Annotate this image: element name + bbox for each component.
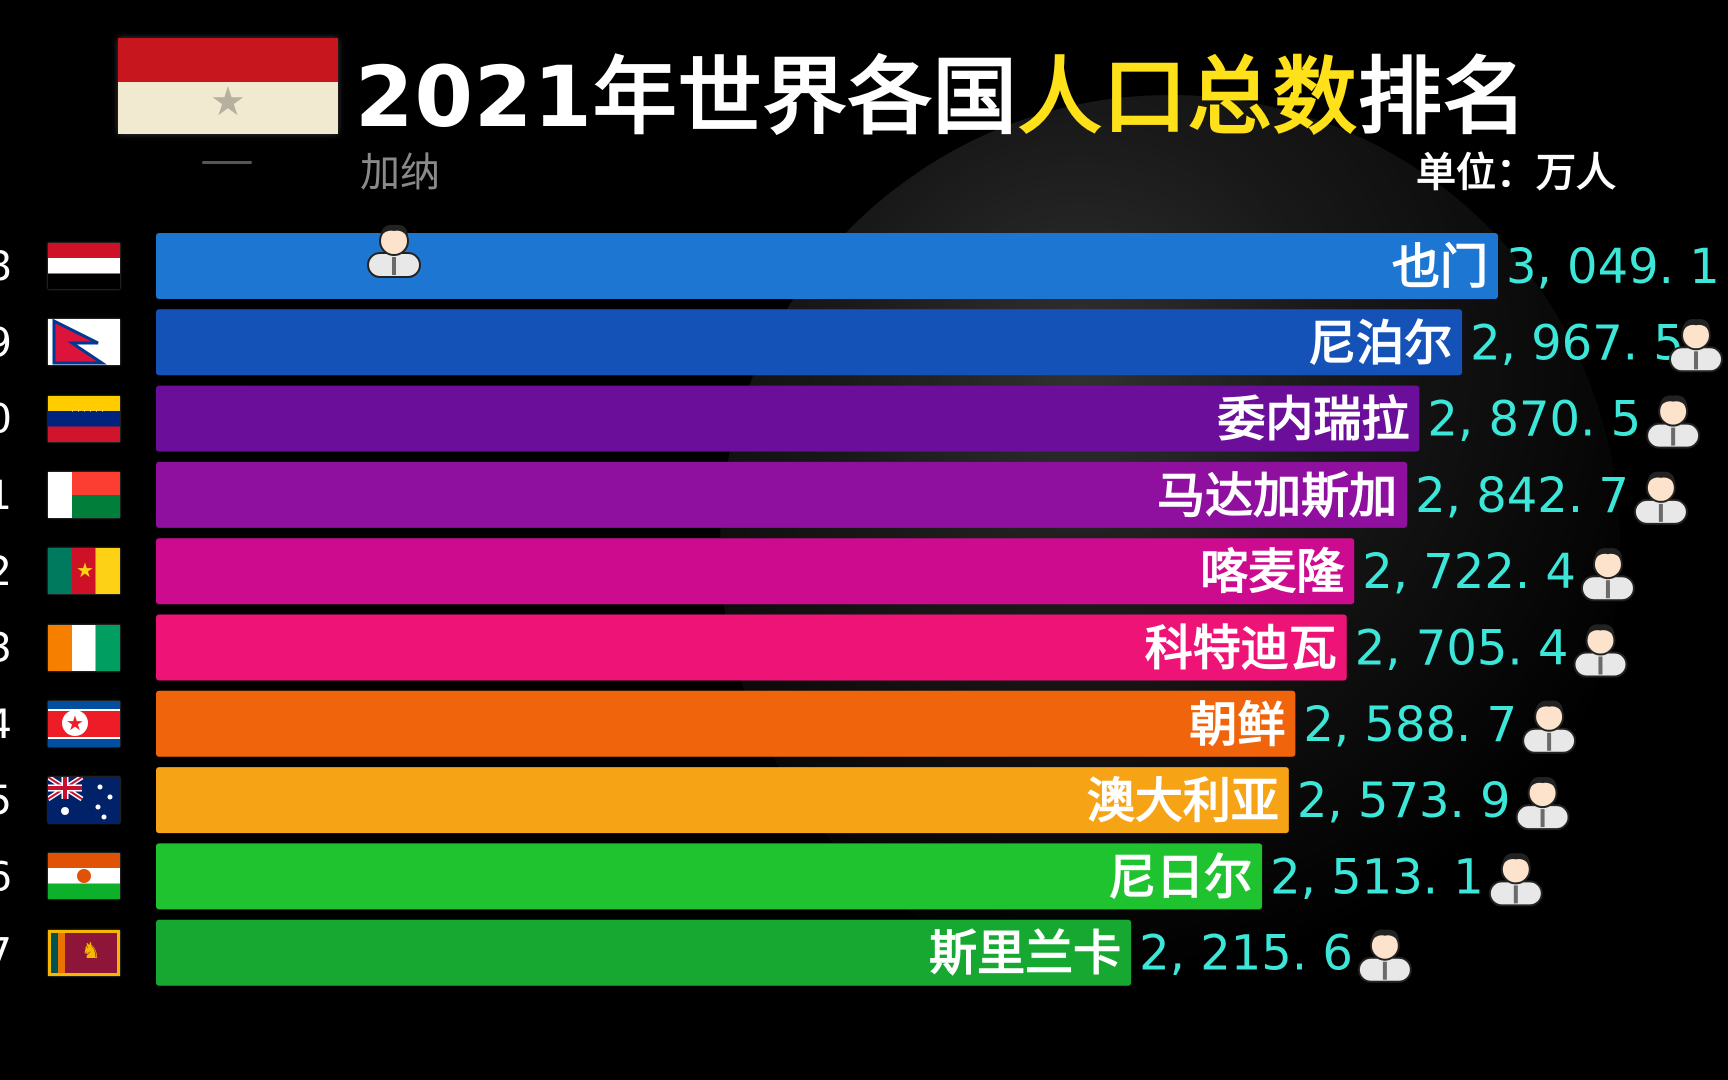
value-label: 2, 588. 7 — [1303, 697, 1517, 753]
north-korea-flag-icon: ★ — [48, 700, 120, 747]
person-icon — [1515, 776, 1570, 831]
rank-label: 1 — [0, 473, 12, 519]
category-label: 澳大利亚 — [1087, 773, 1279, 829]
bar — [156, 538, 1355, 605]
bar — [156, 614, 1347, 681]
title-highlight: 人口总数 — [1017, 48, 1358, 146]
value-label: 2, 842. 7 — [1415, 468, 1629, 524]
current-country-underline — [202, 161, 252, 164]
chart-title: 2021年世界各国人口总数排名 — [355, 30, 1528, 151]
category-label: 尼日尔 — [1108, 849, 1252, 905]
rank-label: 3 — [0, 626, 12, 672]
bar — [156, 843, 1263, 910]
category-label: 马达加斯加 — [1157, 468, 1397, 524]
category-label: 朝鲜 — [1189, 697, 1285, 753]
person-icon — [1580, 547, 1635, 602]
person-icon — [1633, 471, 1688, 525]
person-icon — [1573, 624, 1628, 678]
value-label: 2, 722. 4 — [1362, 544, 1576, 600]
rank-label: 4 — [0, 702, 12, 748]
value-label: 2, 705. 4 — [1355, 621, 1569, 677]
person-icon — [1488, 853, 1543, 907]
category-label: 喀麦隆 — [1200, 544, 1345, 600]
category-label: 科特迪瓦 — [1145, 621, 1337, 677]
rank-label: 0 — [0, 397, 12, 443]
sri-lanka-flag-icon: ♞ — [48, 929, 120, 976]
value-label: 3, 049. 1 — [1506, 239, 1720, 295]
value-label: 2, 870. 5 — [1427, 392, 1641, 448]
bar — [156, 233, 1498, 299]
person-icon — [367, 224, 421, 278]
title-prefix: 2021年世界各国 — [355, 48, 1018, 146]
category-label: 尼泊尔 — [1308, 315, 1452, 371]
bar — [156, 461, 1408, 528]
person-icon — [1357, 929, 1412, 983]
bar — [156, 309, 1463, 376]
category-label: 也门 — [1392, 239, 1488, 295]
rank-label: 7 — [0, 931, 12, 977]
category-label: 委内瑞拉 — [1217, 392, 1409, 448]
category-label: 斯里兰卡 — [929, 926, 1121, 982]
rank-label: 8 — [0, 244, 12, 290]
rank-label: 9 — [0, 320, 12, 366]
bar — [156, 919, 1132, 986]
bar — [156, 767, 1289, 834]
person-icon — [1669, 319, 1723, 373]
bar — [156, 690, 1296, 757]
value-label: 2, 215. 6 — [1139, 926, 1353, 982]
niger-flag-icon — [48, 853, 120, 900]
rank-label: 6 — [0, 854, 12, 900]
venezuela-flag-icon: ˙˙˙˙˙˙ — [48, 395, 120, 442]
current-country-flag-icon: ★ — [118, 38, 338, 134]
title-suffix: 排名 — [1357, 48, 1528, 146]
value-label: 2, 513. 1 — [1270, 849, 1484, 905]
rank-label: 2 — [0, 549, 12, 595]
value-label: 2, 967. 5 — [1470, 315, 1684, 371]
cote-divoire-flag-icon — [48, 624, 120, 671]
cameroon-flag-icon: ★ — [48, 548, 120, 595]
person-icon — [1522, 700, 1577, 754]
rank-label: 5 — [0, 778, 12, 824]
madagascar-flag-icon — [48, 471, 120, 518]
person-icon — [1646, 395, 1701, 449]
current-country-label: 加纳 — [360, 150, 440, 196]
australia-flag-icon — [48, 777, 120, 824]
nepal-flag-icon — [48, 319, 120, 366]
bar — [156, 385, 1420, 452]
yemen-flag-icon — [48, 243, 120, 289]
unit-label: 单位：万人 — [1416, 150, 1616, 196]
value-label: 2, 573. 9 — [1297, 773, 1511, 829]
